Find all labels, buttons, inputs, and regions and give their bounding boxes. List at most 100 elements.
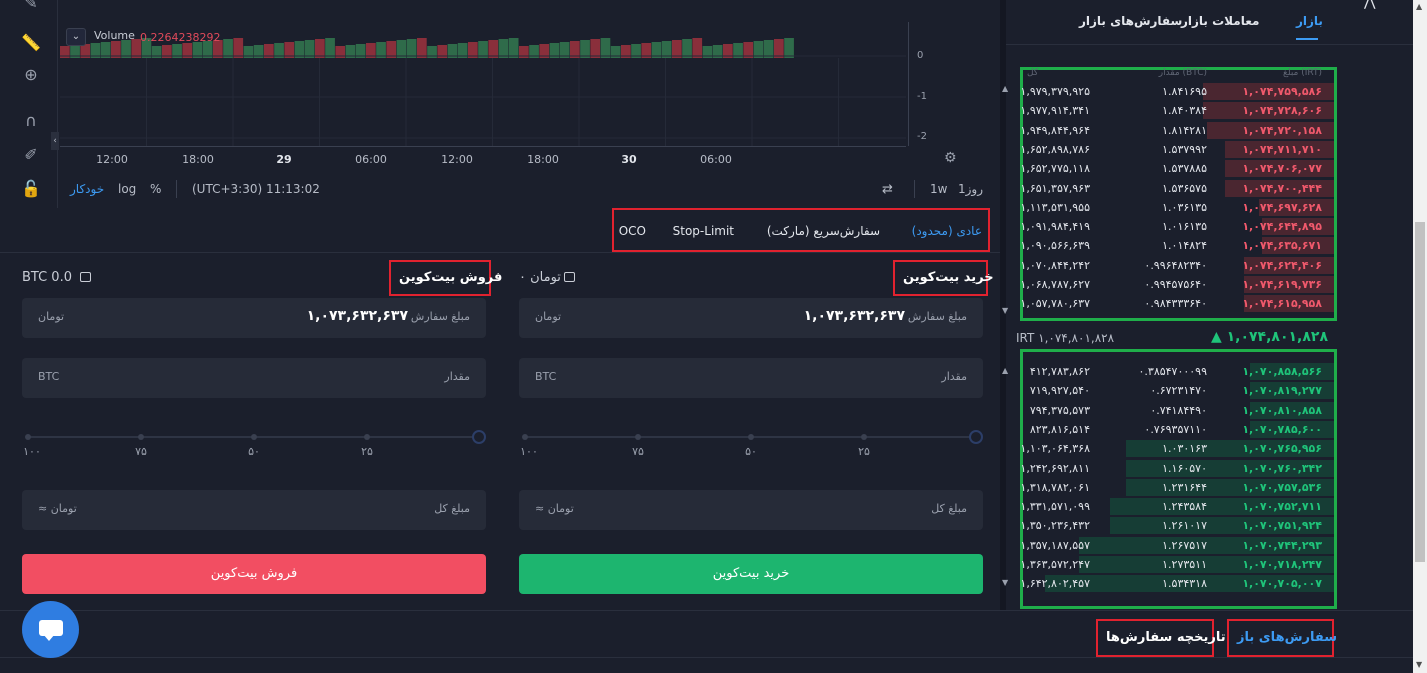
order-book-row[interactable]: ۱,۰۷۴,۷۲۰,۱۵۸ ۱.۸۱۴۲۸۱ ۱,۹۴۹,۸۴۴,۹۶۴ — [1020, 121, 1334, 140]
buy-price-input[interactable]: ۱,۰۷۳,۶۳۲,۶۳۷ — [803, 308, 905, 324]
tab-market[interactable]: بازار — [1296, 14, 1323, 28]
order-book-row[interactable]: ۱,۰۷۰,۸۱۰,۸۵۸ ۰.۷۴۱۸۴۴۹۰ ۷۹۴,۳۷۵,۵۷۳ — [1023, 401, 1334, 420]
scroll-down-icon[interactable]: ▼ — [1002, 578, 1009, 587]
order-book-row[interactable]: ۱,۰۷۰,۸۵۸,۵۶۶ ۰.۳۸۵۴۷۰۰۰۹۹ ۴۱۲,۷۸۳,۸۶۲ — [1023, 362, 1334, 381]
volume-bar — [243, 46, 254, 58]
volume-bar — [366, 43, 376, 58]
tab-limit-order[interactable]: عادی (محدود) — [911, 224, 982, 238]
slider-step[interactable] — [138, 434, 144, 440]
price-axis[interactable]: 0 -1 -2 — [908, 22, 1000, 146]
slider-step[interactable] — [251, 434, 257, 440]
sell-amount-slider[interactable] — [22, 430, 486, 444]
auto-scale-toggle[interactable]: خودکار — [70, 182, 105, 196]
order-book-row[interactable]: ۱,۰۷۰,۷۴۴,۲۹۳ ۱.۲۶۷۵۱۷ ۱,۳۵۷,۱۸۷,۵۵۷ — [1020, 536, 1334, 555]
order-book-row[interactable]: ۱,۰۷۴,۶۲۴,۴۰۶ ۰.۹۹۶۴۸۲۳۴۰ ۱,۰۷۰,۸۴۴,۲۴۲ — [1020, 256, 1334, 275]
order-book-row[interactable]: ۱,۰۷۰,۷۶۵,۹۵۶ ۱.۰۳۰۱۶۳ ۱,۱۰۳,۰۶۴,۳۶۸ — [1020, 439, 1334, 458]
order-book-row[interactable]: ۱,۰۷۴,۶۱۵,۹۵۸ ۰.۹۸۴۳۳۳۶۴۰ ۱,۰۵۷,۷۸۰,۶۳۷ — [1020, 294, 1334, 313]
tab-order-history[interactable]: تاریخچه سفارش‌ها — [1096, 619, 1226, 657]
order-book-row[interactable]: ۱,۰۷۴,۷۱۱,۷۱۰ ۱.۵۳۷۹۹۲ ۱,۶۵۲,۸۹۸,۷۸۶ — [1020, 140, 1334, 159]
lock-pencil-icon[interactable]: ✐ — [24, 145, 38, 164]
field-label: مبلغ کل — [434, 502, 470, 515]
support-chat-button[interactable] — [22, 601, 79, 658]
sell-price-input[interactable]: ۱,۰۷۳,۶۳۲,۶۳۷ — [306, 308, 408, 324]
buy-price-field[interactable]: مبلغ سفارش ۱,۰۷۳,۶۳۲,۶۳۷ تومان — [519, 298, 983, 338]
order-book-row[interactable]: ۱,۰۷۰,۸۱۹,۲۷۷ ۰.۶۷۲۳۱۴۷۰ ۷۱۹,۹۲۷,۵۴۰ — [1023, 381, 1334, 400]
order-book-row[interactable]: ۱,۰۷۰,۷۰۵,۰۰۷ ۱.۵۳۴۳۱۸ ۱,۶۴۲,۸۰۲,۴۵۷ — [1020, 574, 1334, 593]
account-icon[interactable]: ⋀ — [1364, 0, 1376, 10]
slider-step[interactable] — [748, 434, 754, 440]
sell-total-field[interactable]: مبلغ کل ≈ تومان — [22, 490, 486, 530]
volume-bar — [723, 44, 733, 58]
slider-step[interactable] — [522, 434, 528, 440]
scroll-down-icon[interactable]: ▼ — [1416, 660, 1423, 669]
tab-oco[interactable]: OCO — [618, 224, 646, 238]
order-book-row[interactable]: ۱,۰۷۰,۷۵۱,۹۲۴ ۱.۲۶۱۰۱۷ ۱,۳۵۰,۲۳۶,۴۳۲ — [1020, 516, 1334, 535]
scroll-up-icon[interactable]: ▲ — [1002, 366, 1009, 375]
collapse-toolbar-icon[interactable]: ‹ — [51, 132, 59, 150]
time-axis[interactable]: 12:00 18:00 29 06:00 12:00 18:00 30 06:00 — [60, 146, 906, 170]
order-book-row[interactable]: ۱,۰۷۴,۷۵۹,۵۸۶ ۱.۸۴۱۶۹۵ ۱,۹۷۹,۳۷۹,۹۲۵ — [1020, 82, 1334, 101]
sell-price-field[interactable]: مبلغ سفارش ۱,۰۷۳,۶۳۲,۶۳۷ تومان — [22, 298, 486, 338]
scroll-down-icon[interactable]: ▼ — [1002, 306, 1009, 315]
sell-button[interactable]: فروش بیت‌کوین — [22, 554, 486, 594]
percent-scale-toggle[interactable]: % — [150, 182, 162, 196]
order-book-row[interactable]: ۱,۰۷۴,۷۰۰,۴۴۴ ۱.۵۳۶۵۷۵ ۱,۶۵۱,۳۵۷,۹۶۳ — [1020, 179, 1334, 198]
order-book-row[interactable]: ۱,۰۷۰,۷۵۷,۵۳۶ ۱.۲۳۱۶۴۴ ۱,۳۱۸,۷۸۲,۰۶۱ — [1020, 478, 1334, 497]
order-total: ۱,۹۷۷,۹۱۴,۳۴۱ — [1020, 104, 1090, 118]
slider-label: ۱۰۰ — [520, 445, 538, 458]
tab-market-order[interactable]: سفارش‌سریع (مارکت) — [766, 224, 880, 238]
scroll-up-icon[interactable]: ▲ — [1002, 84, 1009, 93]
magnet-icon[interactable]: ∩ — [25, 111, 37, 130]
scrollbar-thumb[interactable] — [1415, 222, 1425, 562]
order-book-row[interactable]: ۱,۰۷۴,۷۰۶,۰۷۷ ۱.۵۳۷۸۸۵ ۱,۶۵۲,۷۷۵,۱۱۸ — [1020, 159, 1334, 178]
chevron-down-icon[interactable]: ⌄ — [66, 28, 86, 46]
order-total: ۱,۰۷۰,۸۴۴,۲۴۲ — [1020, 258, 1090, 272]
price-chart[interactable]: ✎ 📏 ⊕ ∩ ✐ 🔓 ‹ ⌄ Volume 0.2264238292 0 -1… — [0, 0, 1000, 208]
buy-amount-slider[interactable] — [519, 430, 983, 444]
chart-drawing-toolbar: ✎ 📏 ⊕ ∩ ✐ 🔓 — [0, 0, 58, 208]
sell-amount-field[interactable]: مقدار BTC — [22, 358, 486, 398]
scroll-up-icon[interactable]: ▲ — [1416, 2, 1423, 11]
log-scale-toggle[interactable]: log — [118, 182, 137, 196]
gear-icon[interactable]: ⚙ — [944, 150, 957, 166]
drawing-tool-icon[interactable]: ✎ — [24, 0, 38, 12]
divider — [0, 657, 1413, 658]
slider-step[interactable] — [861, 434, 867, 440]
order-book-row[interactable]: ۱,۰۷۴,۷۲۸,۶۰۶ ۱.۸۴۰۳۸۴ ۱,۹۷۷,۹۱۴,۳۴۱ — [1020, 101, 1334, 120]
depth-bar — [1250, 401, 1334, 419]
order-price: ۱,۰۷۰,۷۵۲,۷۱۱ — [1242, 500, 1322, 514]
order-book-row[interactable]: ۱,۰۷۰,۷۶۰,۳۴۲ ۱.۱۶۰۵۷۰ ۱,۲۴۲,۶۹۲,۸۱۱ — [1020, 459, 1334, 478]
order-book-row[interactable]: ۱,۰۷۰,۷۵۲,۷۱۱ ۱.۲۴۳۵۸۴ ۱,۳۳۱,۵۷۱,۰۹۹ — [1020, 497, 1334, 516]
volume-bar — [610, 46, 621, 58]
interval-1d[interactable]: 1روز — [958, 182, 984, 196]
volume-bar — [519, 46, 529, 58]
page-scrollbar[interactable]: ▲ ▼ — [1413, 0, 1427, 673]
wallet-icon[interactable] — [563, 272, 575, 282]
buy-button[interactable]: خرید بیت‌کوین — [519, 554, 983, 594]
slider-handle[interactable] — [969, 430, 983, 444]
compare-icon[interactable]: ⇄ — [882, 182, 893, 197]
order-book-row[interactable]: ۱,۰۷۰,۷۸۵,۶۰۰ ۰.۷۶۹۳۵۷۱۱۰ ۸۲۳,۸۱۶,۵۱۴ — [1023, 420, 1334, 439]
slider-handle[interactable] — [472, 430, 486, 444]
order-book-row[interactable]: ۱,۰۷۰,۷۱۸,۲۴۷ ۱.۲۷۳۵۱۱ ۱,۳۶۳,۵۷۲,۲۴۷ — [1020, 555, 1334, 574]
order-book-row[interactable]: ۱,۰۷۴,۶۳۵,۶۷۱ ۱.۰۱۴۸۲۴ ۱,۰۹۰,۵۶۶,۶۳۹ — [1020, 236, 1334, 255]
tab-open-orders[interactable]: سفارش‌های باز — [1227, 619, 1337, 657]
order-book-row[interactable]: ۱,۰۷۴,۶۹۷,۶۲۸ ۱.۰۳۶۱۳۵ ۱,۱۱۳,۵۳۱,۹۵۵ — [1020, 198, 1334, 217]
tab-market-trades[interactable]: معاملات بازار — [1181, 14, 1260, 28]
buy-amount-field[interactable]: مقدار BTC — [519, 358, 983, 398]
ruler-icon[interactable]: 📏 — [21, 33, 41, 52]
order-book-row[interactable]: ۱,۰۷۴,۶۱۹,۷۳۶ ۰.۹۹۴۵۷۵۶۴۰ ۱,۰۶۸,۷۸۷,۶۲۷ — [1020, 275, 1334, 294]
volume-bar — [529, 45, 539, 58]
lock-icon[interactable]: 🔓 — [21, 179, 41, 198]
interval-1w[interactable]: 1w — [930, 182, 948, 196]
slider-step[interactable] — [364, 434, 370, 440]
buy-total-field[interactable]: مبلغ کل ≈ تومان — [519, 490, 983, 530]
wallet-icon[interactable] — [79, 272, 91, 282]
order-quantity: ۱.۵۳۶۵۷۵ — [1162, 181, 1207, 195]
zoom-in-icon[interactable]: ⊕ — [24, 65, 38, 84]
tab-market-orders[interactable]: سفارش‌های بازار — [1079, 14, 1183, 28]
slider-step[interactable] — [635, 434, 641, 440]
slider-step[interactable] — [25, 434, 31, 440]
tab-stop-limit[interactable]: Stop-Limit — [672, 224, 734, 238]
order-book-row[interactable]: ۱,۰۷۴,۶۴۴,۸۹۵ ۱.۰۱۶۱۳۵ ۱,۰۹۱,۹۸۴,۴۱۹ — [1020, 217, 1334, 236]
